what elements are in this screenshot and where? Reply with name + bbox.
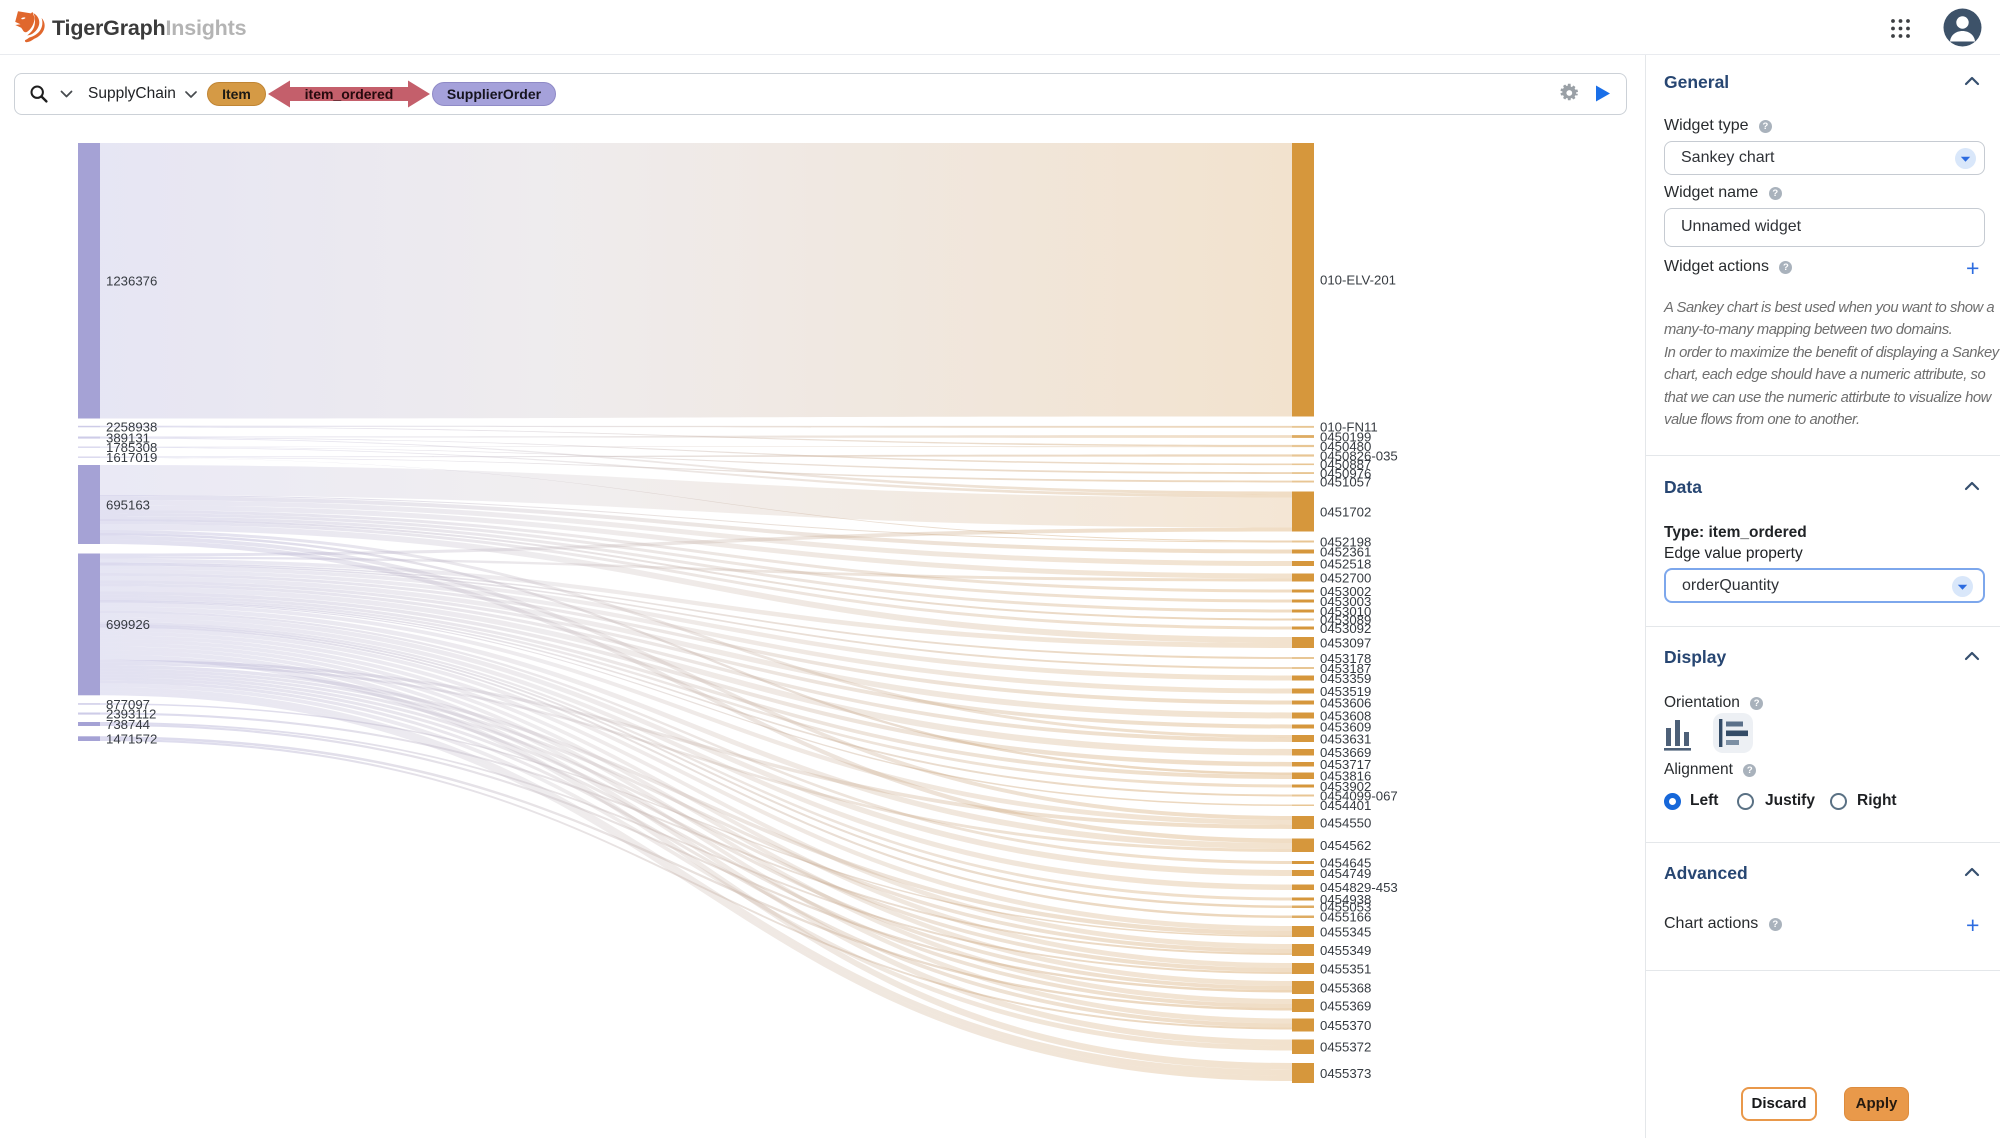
svg-text:1785308: 1785308 [106,440,157,455]
svg-text:0453608: 0453608 [1320,708,1371,723]
svg-text:0452518: 0452518 [1320,556,1371,571]
svg-text:699926: 699926 [106,617,150,632]
svg-text:0454829-453: 0454829-453 [1320,880,1398,895]
svg-text:0454749: 0454749 [1320,866,1371,881]
svg-text:0455368: 0455368 [1320,980,1371,995]
svg-text:0454938: 0454938 [1320,892,1371,907]
svg-text:0453606: 0453606 [1320,695,1371,710]
svg-text:738744: 738744 [106,717,150,732]
svg-text:0455373: 0455373 [1320,1066,1371,1081]
svg-text:389131: 389131 [106,430,150,445]
svg-text:item_ordered: item_ordered [305,86,394,102]
svg-text:0454562: 0454562 [1320,838,1371,853]
svg-text:0453359: 0453359 [1320,671,1371,686]
svg-text:0454550: 0454550 [1320,815,1371,830]
svg-text:0455166: 0455166 [1320,910,1371,925]
svg-text:0453089: 0453089 [1320,612,1371,627]
svg-text:0453669: 0453669 [1320,745,1371,760]
svg-text:0455370: 0455370 [1320,1018,1371,1033]
svg-text:0453609: 0453609 [1320,719,1371,734]
svg-text:0455053: 0455053 [1320,900,1371,915]
svg-text:0455345: 0455345 [1320,924,1371,939]
svg-text:0451702: 0451702 [1320,504,1371,519]
svg-text:0453717: 0453717 [1320,757,1371,772]
svg-text:0453631: 0453631 [1320,731,1371,746]
svg-text:0455351: 0455351 [1320,961,1371,976]
svg-text:0450480: 0450480 [1320,439,1371,454]
svg-text:0450199: 0450199 [1320,429,1371,444]
svg-text:2258938: 2258938 [106,419,157,434]
svg-text:0453002: 0453002 [1320,584,1371,599]
svg-text:0450887: 0450887 [1320,457,1371,472]
svg-text:2393112: 2393112 [106,706,156,721]
svg-text:0454099-067: 0454099-067 [1320,788,1398,803]
svg-text:0453003: 0453003 [1320,594,1371,609]
svg-text:0453010: 0453010 [1320,604,1371,619]
svg-text:0450826-035: 0450826-035 [1320,448,1398,463]
svg-text:0453902: 0453902 [1320,779,1371,794]
svg-text:0454401: 0454401 [1320,798,1371,813]
svg-text:0453816: 0453816 [1320,769,1371,784]
svg-text:0455369: 0455369 [1320,998,1371,1013]
svg-text:0452361: 0452361 [1320,544,1371,559]
svg-text:010-ELV-201: 010-ELV-201 [1320,273,1396,288]
svg-text:0453178: 0453178 [1320,651,1371,666]
svg-text:0452198: 0452198 [1320,534,1371,549]
svg-text:1471572: 1471572 [106,731,157,746]
svg-text:0454645: 0454645 [1320,855,1371,870]
svg-text:0453187: 0453187 [1320,661,1371,676]
svg-text:0453092: 0453092 [1320,621,1371,636]
svg-text:0451057: 0451057 [1320,474,1371,489]
svg-text:0453519: 0453519 [1320,684,1371,699]
svg-text:0455349: 0455349 [1320,943,1371,958]
svg-text:1236376: 1236376 [106,274,157,289]
svg-text:0452700: 0452700 [1320,570,1371,585]
svg-text:010-FN11: 010-FN11 [1320,420,1378,435]
svg-text:695163: 695163 [106,497,150,512]
svg-text:877097: 877097 [106,697,150,712]
svg-text:0450976: 0450976 [1320,466,1371,481]
svg-text:1617019: 1617019 [106,450,157,465]
svg-text:0455372: 0455372 [1320,1040,1371,1055]
svg-text:0453097: 0453097 [1320,635,1371,650]
